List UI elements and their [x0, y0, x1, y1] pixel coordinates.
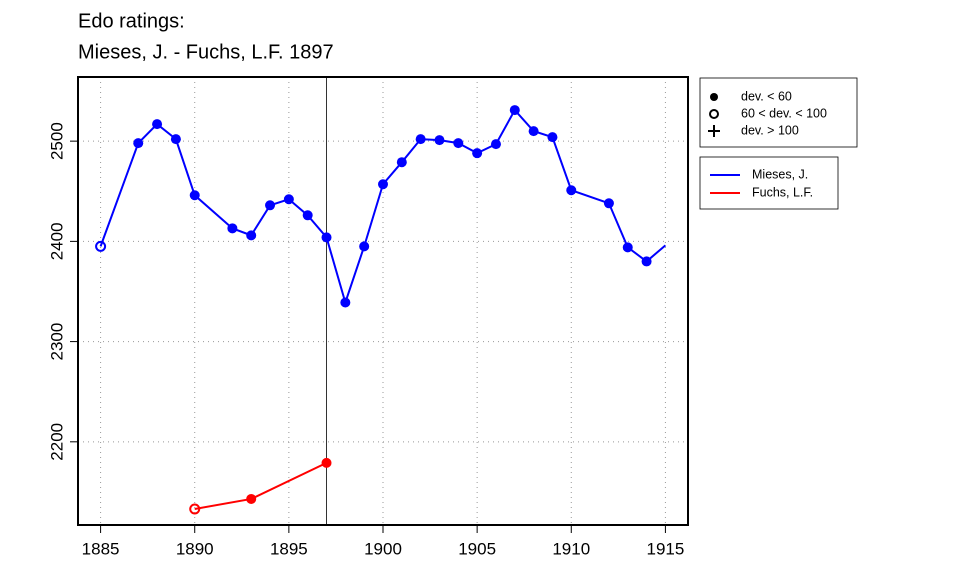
- y-tick-label: 2200: [47, 423, 66, 461]
- point: [321, 457, 332, 468]
- point: [321, 232, 332, 243]
- point: [547, 132, 558, 143]
- point: [283, 194, 294, 205]
- point: [189, 503, 201, 515]
- point: [603, 198, 614, 209]
- point: [246, 230, 257, 241]
- x-tick-label: 1890: [176, 539, 214, 558]
- point: [95, 240, 107, 252]
- y-tick-label: 2300: [47, 323, 66, 361]
- point: [359, 241, 370, 252]
- chart-title: Edo ratings:: [78, 10, 185, 32]
- legend-label: Mieses, J.: [752, 167, 808, 181]
- point: [434, 135, 445, 146]
- point: [246, 493, 257, 504]
- series-line: [194, 461, 327, 510]
- x-tick-label: 1900: [364, 539, 402, 558]
- legend-symbol: [710, 93, 718, 101]
- point: [227, 223, 238, 234]
- point: [453, 138, 464, 149]
- chart-subtitle: Mieses, J. - Fuchs, L.F. 1897: [78, 41, 334, 63]
- point: [509, 105, 520, 116]
- legend-symbol: [709, 109, 719, 119]
- legend-label: dev. < 60: [741, 89, 792, 103]
- point: [566, 185, 577, 196]
- series-line: [99, 108, 667, 306]
- point: [472, 148, 483, 159]
- point: [340, 297, 351, 308]
- point: [415, 134, 426, 145]
- point: [396, 157, 407, 168]
- x-tick-label: 1910: [552, 539, 590, 558]
- point: [490, 139, 501, 150]
- x-tick-label: 1895: [270, 539, 308, 558]
- x-tick-label: 1885: [82, 539, 120, 558]
- point: [622, 242, 633, 253]
- point: [528, 126, 539, 137]
- point: [378, 179, 388, 190]
- point: [189, 190, 200, 201]
- plot-frame: [77, 76, 689, 526]
- point: [265, 200, 276, 211]
- legend-label: Fuchs, L.F.: [752, 185, 813, 199]
- point: [152, 119, 163, 130]
- legend-box: [699, 156, 839, 210]
- x-tick-label: 1905: [458, 539, 496, 558]
- legend-label: dev. > 100: [741, 123, 799, 137]
- x-tick-label: 1915: [646, 539, 684, 558]
- point: [302, 210, 313, 221]
- legend-label: 60 < dev. < 100: [741, 106, 827, 120]
- legend-box: [699, 77, 858, 148]
- y-tick-label: 2400: [47, 222, 66, 260]
- legend-symbol: [708, 125, 720, 137]
- point: [641, 256, 652, 267]
- point: [170, 134, 181, 145]
- point: [133, 138, 144, 149]
- y-tick-label: 2500: [47, 122, 66, 160]
